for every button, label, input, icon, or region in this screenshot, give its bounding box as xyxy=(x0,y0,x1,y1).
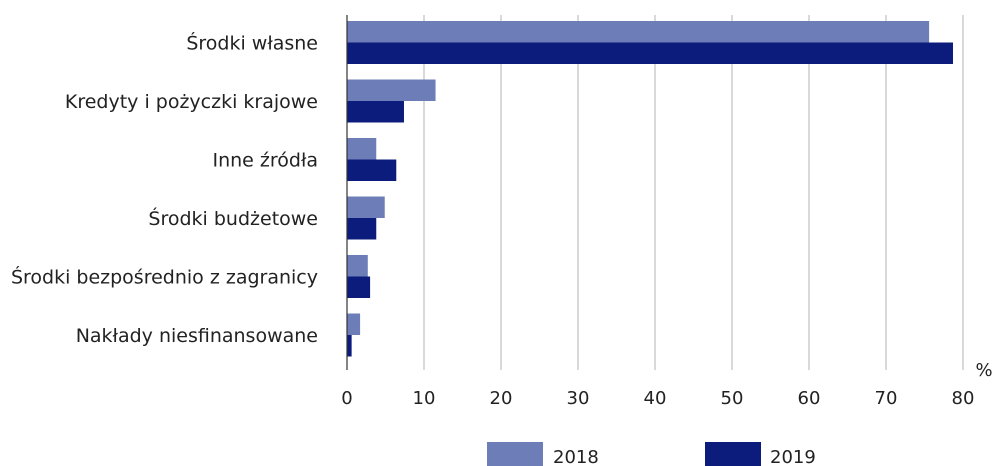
x-tick-label-30: 30 xyxy=(567,388,590,409)
category-label-6: Nakłady niesfinansowane xyxy=(76,325,318,347)
legend-swatch-2018 xyxy=(487,442,543,466)
bar-2019-2 xyxy=(347,101,404,123)
bar-2018-3 xyxy=(347,138,377,160)
x-tick-label-80: 80 xyxy=(952,388,975,409)
x-tick-label-0: 0 xyxy=(341,388,352,409)
bar-2019-5 xyxy=(347,276,371,298)
bar-2019-6 xyxy=(347,335,352,357)
legend-swatch-2019 xyxy=(705,442,761,466)
x-tick-label-40: 40 xyxy=(644,388,667,409)
x-tick-label-70: 70 xyxy=(875,388,898,409)
x-tick-label-20: 20 xyxy=(490,388,513,409)
category-label-5: Środki bezpośrednio z zagranicy xyxy=(11,265,318,289)
category-label-1: Środki własne xyxy=(186,31,318,55)
legend-label-2019: 2019 xyxy=(770,447,816,466)
bar-2019-3 xyxy=(347,159,397,181)
bar-2019-4 xyxy=(347,218,377,240)
bar-2018-6 xyxy=(347,313,361,335)
bar-2018-5 xyxy=(347,255,368,277)
category-label-4: Środki budżetowe xyxy=(148,206,318,230)
bar-2018-1 xyxy=(347,21,930,43)
x-tick-label-50: 50 xyxy=(721,388,744,409)
x-tick-label-60: 60 xyxy=(798,388,821,409)
x-axis-unit-label: % xyxy=(975,360,992,381)
category-label-2: Kredyty i pożyczki krajowe xyxy=(65,91,318,113)
bar-2018-4 xyxy=(347,196,385,218)
category-label-3: Inne źródła xyxy=(212,150,318,172)
bar-2019-1 xyxy=(347,42,953,64)
bar-2018-2 xyxy=(347,79,436,101)
x-tick-label-10: 10 xyxy=(413,388,436,409)
legend-label-2018: 2018 xyxy=(553,447,599,466)
